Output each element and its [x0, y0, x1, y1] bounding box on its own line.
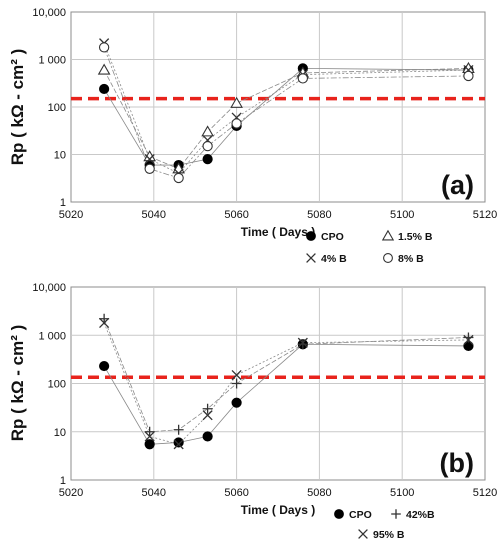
panel-a-x-tick-label: 5020 [59, 209, 83, 221]
panel-a-point-cpo [202, 154, 213, 165]
panel-b-legend-marker-cpo [334, 509, 344, 519]
panel-a-y-tick-label: 1 [60, 197, 66, 209]
panel-a-point-8-b [98, 42, 110, 53]
panel-a-point-1-5-b [230, 96, 243, 108]
panel-b-point-95-b [99, 317, 110, 328]
panel-b-legend-marker-95-b [358, 529, 368, 539]
panel-a-y-tick-label: 10 [54, 150, 66, 162]
panel-a-label: (a) [441, 170, 474, 200]
panel-b-x-tick-label: 5040 [142, 487, 166, 499]
panel-a-point-4-b [144, 154, 155, 165]
panel-b-point-95-b [173, 439, 184, 450]
panel-b: 1 10 100 1 000 10,000 5020 5040 5060 5080 5100 51… [8, 282, 497, 541]
panel-b-point-42-b [173, 424, 184, 435]
panel-a-legend: CPO 1.5% B 4% B 8% B [306, 229, 433, 265]
panel-a-x-tick-label: 5040 [142, 209, 166, 221]
panel-b-x-tick-label: 5100 [390, 487, 414, 499]
panel-b-point-95-b [202, 410, 213, 421]
panel-a-x-tick-label: 5100 [390, 209, 414, 221]
panel-b-y-axis-label: Rp ( kΩ - cm² ) [8, 325, 27, 442]
panel-a-y-tick-label: 1 000 [38, 55, 66, 67]
panel-b-x-tick-label: 5080 [307, 487, 331, 499]
panel-b-legend-label-42-b: 42%B [406, 509, 435, 521]
panel-b-point-cpo [173, 437, 184, 448]
panel-a-x-axis-label: Time ( Days ) [241, 225, 315, 239]
panel-a-legend-label-1-5-b: 1.5% B [398, 231, 433, 243]
panel-a-point-8-b [297, 73, 308, 84]
panel-b-point-cpo [202, 431, 213, 442]
panel-b-point-95-b [144, 431, 155, 442]
panel-b-legend: CPO 42%B95% B [334, 509, 435, 541]
panel-a-legend-label-cpo: CPO [321, 231, 344, 243]
panel-b-point-cpo [144, 439, 155, 450]
panel-a-point-1-5-b [97, 63, 111, 75]
panel-a-point-8-b [144, 163, 155, 174]
panel-b-y-tick-label: 10,000 [32, 282, 66, 294]
panel-b-legend-label-cpo: CPO [349, 509, 372, 521]
panel-b-point-42-b [144, 426, 155, 437]
panel-b-y-tick-label: 10 [54, 427, 66, 439]
panel-b-x-tick-label: 5020 [59, 487, 83, 499]
panel-a-y-tick-label: 10,000 [32, 7, 66, 19]
panel-b-point-42-b [297, 339, 308, 350]
panel-a: 1 10 100 1 000 10,000 5020 5040 5060 5080 5100 51… [8, 7, 497, 265]
panel-a-legend-label-8-b: 8% B [398, 253, 424, 265]
panel-a-legend-marker-4-b [306, 253, 316, 263]
panel-a-legend-marker-8-b [383, 253, 393, 263]
panel-a-point-8-b [173, 172, 184, 184]
panel-a-x-tick-label: 5080 [307, 209, 331, 221]
panel-a-y-tick-label: 100 [48, 102, 66, 114]
panel-b-point-42-b [202, 403, 213, 414]
panel-b-x-tick-label: 5120 [473, 487, 497, 499]
panel-b-legend-label-95-b: 95% B [373, 529, 405, 541]
panel-b-point-95-b [463, 334, 474, 345]
panel-b-y-tick-label: 1 000 [38, 330, 66, 342]
panel-a-point-8-b [463, 70, 474, 82]
panel-a-legend-marker-1-5-b [381, 229, 395, 241]
panel-a-y-axis-label: Rp ( kΩ - cm² ) [8, 49, 27, 166]
panel-b-x-tick-label: 5060 [224, 487, 248, 499]
panel-b-legend-marker-42-b [391, 509, 401, 519]
panel-b-point-cpo [231, 397, 242, 408]
panel-a-point-cpo [99, 83, 110, 95]
panel-a-x-tick-label: 5060 [224, 209, 248, 221]
panel-a-point-1-5-b [201, 125, 214, 137]
panel-b-y-tick-label: 100 [48, 379, 66, 391]
panel-b-point-cpo [99, 360, 110, 372]
panel-b-label: (b) [440, 448, 474, 478]
panel-a-point-8-b [202, 140, 213, 152]
panel-a-point-8-b [231, 118, 242, 129]
panel-b-point-95-b [297, 337, 308, 348]
panel-b-point-42-b [231, 378, 242, 389]
panel-b-x-axis-label: Time ( Days ) [241, 503, 315, 517]
panel-b-point-95-b [231, 369, 242, 381]
panel-a-legend-marker-cpo [306, 231, 316, 241]
panel-a-legend-label-4-b: 4% B [321, 253, 347, 265]
panel-a-x-tick-label: 5120 [473, 209, 497, 221]
panel-b-y-tick-label: 1 [60, 475, 66, 487]
